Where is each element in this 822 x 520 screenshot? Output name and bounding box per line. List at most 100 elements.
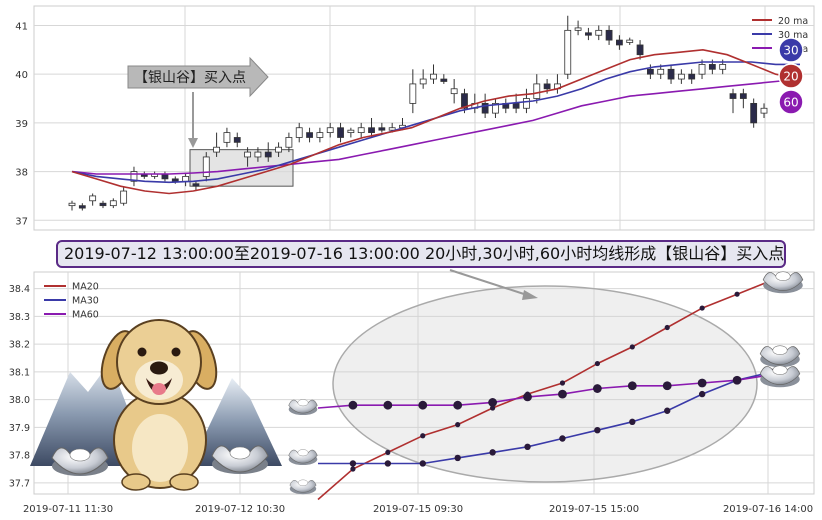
ingot-body: [759, 346, 801, 365]
dog-chest: [132, 414, 188, 482]
series-point-ma30: [454, 454, 461, 462]
candle-body: [719, 64, 727, 70]
legend-label: MA60: [72, 310, 99, 321]
silver-ingot-icon: [288, 399, 318, 416]
series-point-ma60: [732, 375, 742, 385]
candle-body: [316, 132, 324, 138]
candle-body: [667, 68, 675, 80]
ingot-body: [288, 449, 318, 464]
candle-body: [233, 137, 241, 143]
dog-muzzle: [135, 360, 183, 400]
candle-body: [244, 151, 251, 158]
ingot-top: [69, 448, 91, 462]
candle-body: [574, 27, 582, 31]
candle-body: [605, 29, 613, 41]
dog-tongue: [152, 383, 166, 395]
legend-label: MA30: [72, 296, 99, 307]
candle-body: [171, 178, 179, 182]
series-point-ma30: [629, 418, 636, 426]
candle-body: [275, 146, 282, 153]
series-point-ma20: [594, 360, 600, 367]
candle-body: [213, 146, 220, 153]
mountain-right: [190, 378, 282, 466]
candle-body: [78, 205, 86, 209]
legend-label: 30 ma: [778, 30, 808, 41]
dog-eye-left: [137, 347, 147, 357]
candle-body: [492, 102, 499, 114]
ingot-top: [298, 479, 308, 486]
series-point-ma20: [699, 305, 705, 311]
x-tick-label: 2019-07-16 14:00: [723, 504, 813, 515]
dog-nose: [150, 361, 168, 375]
candle-body: [192, 183, 200, 187]
candle-body: [388, 127, 396, 131]
y-tick-label: 38.3: [9, 312, 30, 323]
candle-body: [264, 151, 272, 158]
ma-badge: [778, 63, 804, 89]
candle-body: [130, 171, 138, 182]
series-point-ma30: [559, 435, 566, 442]
y-tick-label: 37.7: [9, 478, 30, 489]
series-point-ma20: [490, 405, 496, 411]
candle-body: [337, 127, 344, 138]
series-point-ma30: [698, 390, 706, 398]
series-point-ma60: [488, 398, 498, 407]
dog-paw-left: [121, 473, 151, 491]
candle-body: [543, 83, 551, 90]
series-point-ma30: [524, 443, 531, 451]
series-point-ma20: [455, 422, 461, 428]
candle-body: [677, 73, 685, 80]
silver-ingot-icon: [759, 365, 801, 388]
silver-ingot-icon: [288, 449, 318, 466]
legend-bottom: MA20 MA30 MA60: [44, 282, 99, 321]
candle-body: [306, 132, 313, 138]
banner-pointer: [449, 269, 531, 297]
series-line-ma20: [317, 279, 773, 501]
candle-body: [68, 202, 76, 207]
candle-body: [698, 64, 706, 75]
x-tick-label: 2019-07-12 10:30: [195, 504, 285, 515]
series-point-ma20: [385, 449, 391, 455]
y-tick-label: 39: [15, 119, 28, 130]
banner-pointer-head: [522, 290, 538, 300]
ingot-body: [289, 480, 317, 493]
candle-body: [440, 78, 448, 82]
series-line-ma30: [318, 371, 773, 465]
series-point-ma20: [629, 344, 635, 350]
candle-body: [750, 102, 758, 124]
candle-body: [646, 68, 654, 75]
ma-badge-label: 30: [783, 44, 798, 58]
candle-body: [254, 151, 262, 158]
dog-paw-right: [169, 473, 199, 491]
dog-eye-right: [171, 347, 181, 357]
ingot-top: [297, 449, 309, 457]
candle-body: [657, 68, 665, 75]
candle-body: [419, 78, 427, 85]
candle-body: [430, 73, 437, 80]
candle-body: [512, 102, 520, 109]
x-tick-label: 2019-07-11 11:30: [23, 504, 113, 515]
ingot-body: [759, 366, 801, 385]
candle-body: [295, 127, 303, 138]
series-point-ma60: [592, 384, 602, 393]
candle-body: [739, 93, 747, 99]
series-point-ma60: [453, 400, 463, 410]
series-point-ma30: [594, 426, 601, 434]
series-point-ma30: [664, 407, 671, 414]
candle-body: [182, 176, 190, 182]
silver-ingot-icon: [759, 345, 801, 368]
series-point-ma20: [664, 324, 670, 331]
series-point-ma60: [348, 400, 358, 410]
candle-body: [595, 29, 603, 36]
plot-area: [33, 5, 815, 231]
pattern-banner: 2019-07-12 13:00:00至2019-07-16 13:00:00 …: [56, 240, 786, 268]
annotation-arrow-shape: [127, 56, 269, 98]
y-tick-label: 38: [15, 168, 28, 179]
candle-body: [729, 93, 737, 99]
silver-ingot-icon: [762, 271, 804, 294]
series-point-ma60: [418, 400, 428, 410]
candle-body: [409, 83, 417, 104]
series-point-ma60: [697, 378, 707, 388]
series-point-ma60: [627, 381, 637, 391]
